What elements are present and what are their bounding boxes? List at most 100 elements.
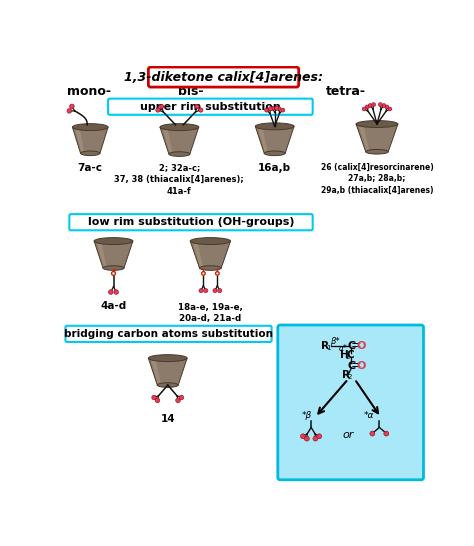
Text: 1,3-diketone calix[4]arenes:: 1,3-diketone calix[4]arenes: [124, 71, 323, 84]
Text: 16a,b: 16a,b [258, 163, 291, 173]
Ellipse shape [356, 121, 398, 128]
Circle shape [277, 106, 281, 111]
Circle shape [304, 436, 310, 441]
Ellipse shape [200, 266, 221, 270]
FancyBboxPatch shape [108, 99, 313, 115]
Ellipse shape [255, 123, 294, 130]
FancyBboxPatch shape [278, 325, 423, 480]
Circle shape [362, 107, 366, 111]
Text: low rim substitution (OH-groups): low rim substitution (OH-groups) [88, 217, 294, 227]
Polygon shape [258, 126, 268, 153]
Text: =: = [351, 359, 361, 372]
Text: 26 (calix[4]resorcinarene)
27a,b; 28a,b;
29a,b (thiacalix[4]arenes): 26 (calix[4]resorcinarene) 27a,b; 28a,b;… [320, 163, 433, 195]
Polygon shape [96, 241, 107, 268]
Circle shape [384, 431, 389, 436]
Circle shape [368, 104, 372, 108]
Circle shape [275, 106, 279, 110]
Circle shape [218, 288, 222, 293]
Text: 4a-d: 4a-d [100, 301, 127, 311]
Text: 18a-e, 19a-e,
20a-d, 21a-d: 18a-e, 19a-e, 20a-d, 21a-d [178, 302, 243, 323]
Text: O: O [357, 341, 366, 351]
Circle shape [201, 272, 205, 275]
Ellipse shape [264, 151, 285, 156]
Ellipse shape [160, 123, 199, 130]
Circle shape [156, 108, 160, 112]
Ellipse shape [169, 152, 190, 156]
Circle shape [271, 106, 275, 110]
Circle shape [152, 395, 156, 400]
Circle shape [372, 103, 375, 106]
Text: α*: α* [339, 343, 348, 353]
Text: tetra-: tetra- [326, 85, 366, 98]
FancyBboxPatch shape [69, 214, 313, 230]
Circle shape [382, 104, 386, 108]
Circle shape [179, 395, 184, 400]
Text: bridging carbon atoms substitution: bridging carbon atoms substitution [64, 329, 273, 339]
Circle shape [70, 104, 74, 109]
Text: H: H [340, 350, 349, 360]
Ellipse shape [103, 266, 124, 270]
Circle shape [378, 103, 383, 106]
Circle shape [67, 109, 72, 113]
Ellipse shape [81, 151, 100, 156]
Circle shape [281, 108, 285, 112]
Text: C: C [347, 350, 355, 360]
Polygon shape [151, 358, 161, 385]
Circle shape [268, 106, 273, 111]
Text: 2: 2 [346, 354, 350, 360]
Text: R: R [342, 370, 350, 380]
Text: 2: 2 [348, 375, 352, 381]
Text: mono-: mono- [67, 85, 111, 98]
Circle shape [317, 434, 322, 439]
Ellipse shape [190, 238, 230, 245]
Ellipse shape [148, 355, 187, 361]
Polygon shape [358, 124, 370, 152]
Circle shape [313, 436, 318, 441]
Text: R: R [321, 341, 329, 351]
Circle shape [109, 290, 113, 294]
Text: *β: *β [302, 411, 312, 419]
Circle shape [199, 288, 203, 293]
Circle shape [111, 271, 116, 275]
Circle shape [204, 288, 208, 293]
FancyBboxPatch shape [148, 67, 299, 87]
Circle shape [264, 108, 269, 112]
Polygon shape [75, 127, 84, 153]
Text: 7a-c: 7a-c [78, 163, 103, 173]
FancyBboxPatch shape [65, 326, 272, 342]
Text: =: = [351, 339, 361, 352]
Polygon shape [356, 124, 398, 152]
Text: or: or [343, 430, 354, 440]
Polygon shape [148, 358, 187, 385]
Circle shape [160, 104, 164, 109]
Text: β*: β* [329, 337, 339, 346]
Polygon shape [160, 127, 199, 154]
Circle shape [301, 434, 306, 439]
Circle shape [370, 431, 375, 436]
Text: *α: *α [363, 411, 374, 419]
Circle shape [365, 105, 369, 109]
Circle shape [176, 398, 180, 403]
Ellipse shape [73, 123, 108, 130]
Circle shape [216, 272, 219, 275]
Text: bis-: bis- [178, 85, 204, 98]
Polygon shape [94, 241, 133, 268]
Polygon shape [192, 241, 203, 268]
Text: upper rim substitution: upper rim substitution [140, 102, 281, 112]
Text: O: O [357, 361, 366, 371]
Ellipse shape [94, 238, 133, 245]
Text: C: C [347, 341, 356, 351]
Circle shape [385, 105, 389, 109]
Circle shape [155, 398, 160, 403]
Text: 14: 14 [160, 413, 175, 424]
Text: 2; 32a-c;
37, 38 (thiacalix[4]arenes);
41a-f: 2; 32a-c; 37, 38 (thiacalix[4]arenes); 4… [115, 163, 244, 196]
Circle shape [195, 104, 199, 109]
Polygon shape [255, 126, 294, 153]
Ellipse shape [366, 150, 388, 154]
Ellipse shape [157, 383, 178, 387]
Circle shape [388, 107, 392, 111]
Polygon shape [73, 127, 108, 153]
Circle shape [213, 288, 217, 293]
Circle shape [199, 108, 203, 112]
Text: 1: 1 [327, 345, 331, 351]
